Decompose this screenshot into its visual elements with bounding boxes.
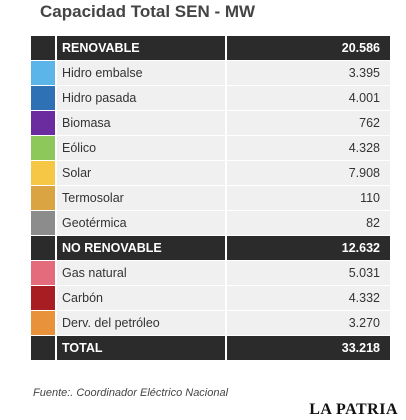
color-swatch xyxy=(31,210,57,236)
table-row: Gas natural 5.031 xyxy=(31,260,390,286)
row-label: Termosolar xyxy=(56,185,227,211)
color-swatch xyxy=(31,310,57,336)
color-swatch xyxy=(31,285,57,311)
color-swatch xyxy=(31,135,57,161)
row-value: 12.632 xyxy=(226,235,390,261)
table-row: Geotérmica 82 xyxy=(31,210,390,236)
row-value: 3.270 xyxy=(226,310,390,336)
table-row: Hidro embalse 3.395 xyxy=(31,60,390,86)
row-value: 3.395 xyxy=(226,60,390,86)
row-label: NO RENOVABLE xyxy=(56,235,227,261)
table-row: Hidro pasada 4.001 xyxy=(31,85,390,111)
row-label: Geotérmica xyxy=(56,210,227,236)
table-row: Carbón 4.332 xyxy=(31,285,390,311)
color-swatch xyxy=(31,335,57,360)
section-row: TOTAL 33.218 xyxy=(31,335,390,360)
row-label: Eólico xyxy=(56,135,227,161)
row-label: Hidro pasada xyxy=(56,85,227,111)
chart-title: Capacidad Total SEN - MW xyxy=(40,2,256,21)
row-value: 20.586 xyxy=(226,36,390,61)
row-value: 5.031 xyxy=(226,260,390,286)
color-swatch xyxy=(31,110,57,136)
table-row: Termosolar 110 xyxy=(31,185,390,211)
row-value: 110 xyxy=(226,185,390,211)
color-swatch xyxy=(31,85,57,111)
row-value: 33.218 xyxy=(226,335,390,360)
row-value: 762 xyxy=(226,110,390,136)
row-label: Solar xyxy=(56,160,227,186)
table-row: Eólico 4.328 xyxy=(31,135,390,161)
row-label: Biomasa xyxy=(56,110,227,136)
row-value: 4.328 xyxy=(226,135,390,161)
row-label: Carbón xyxy=(56,285,227,311)
row-value: 4.332 xyxy=(226,285,390,311)
color-swatch xyxy=(31,60,57,86)
table-row: Solar 7.908 xyxy=(31,160,390,186)
color-swatch xyxy=(31,160,57,186)
color-swatch xyxy=(31,36,57,61)
table-row: Derv. del petróleo 3.270 xyxy=(31,310,390,336)
row-label: Hidro embalse xyxy=(56,60,227,86)
color-swatch xyxy=(31,235,57,261)
color-swatch xyxy=(31,260,57,286)
table-row: Biomasa 762 xyxy=(31,110,390,136)
section-row: RENOVABLE 20.586 xyxy=(31,36,390,61)
section-row: NO RENOVABLE 12.632 xyxy=(31,235,390,261)
row-label: Derv. del petróleo xyxy=(56,310,227,336)
capacity-table: RENOVABLE 20.586 Hidro embalse 3.395 Hidro p… xyxy=(31,36,390,360)
row-value: 82 xyxy=(226,210,390,236)
color-swatch xyxy=(31,185,57,211)
row-label: TOTAL xyxy=(56,335,227,360)
source-note: Fuente:. Coordinador Eléctrico Nacional xyxy=(33,387,229,399)
row-value: 4.001 xyxy=(226,85,390,111)
row-value: 7.908 xyxy=(226,160,390,186)
row-label: RENOVABLE xyxy=(56,36,227,61)
la-patria-logo: LA PATRIA xyxy=(309,401,398,418)
row-label: Gas natural xyxy=(56,260,227,286)
